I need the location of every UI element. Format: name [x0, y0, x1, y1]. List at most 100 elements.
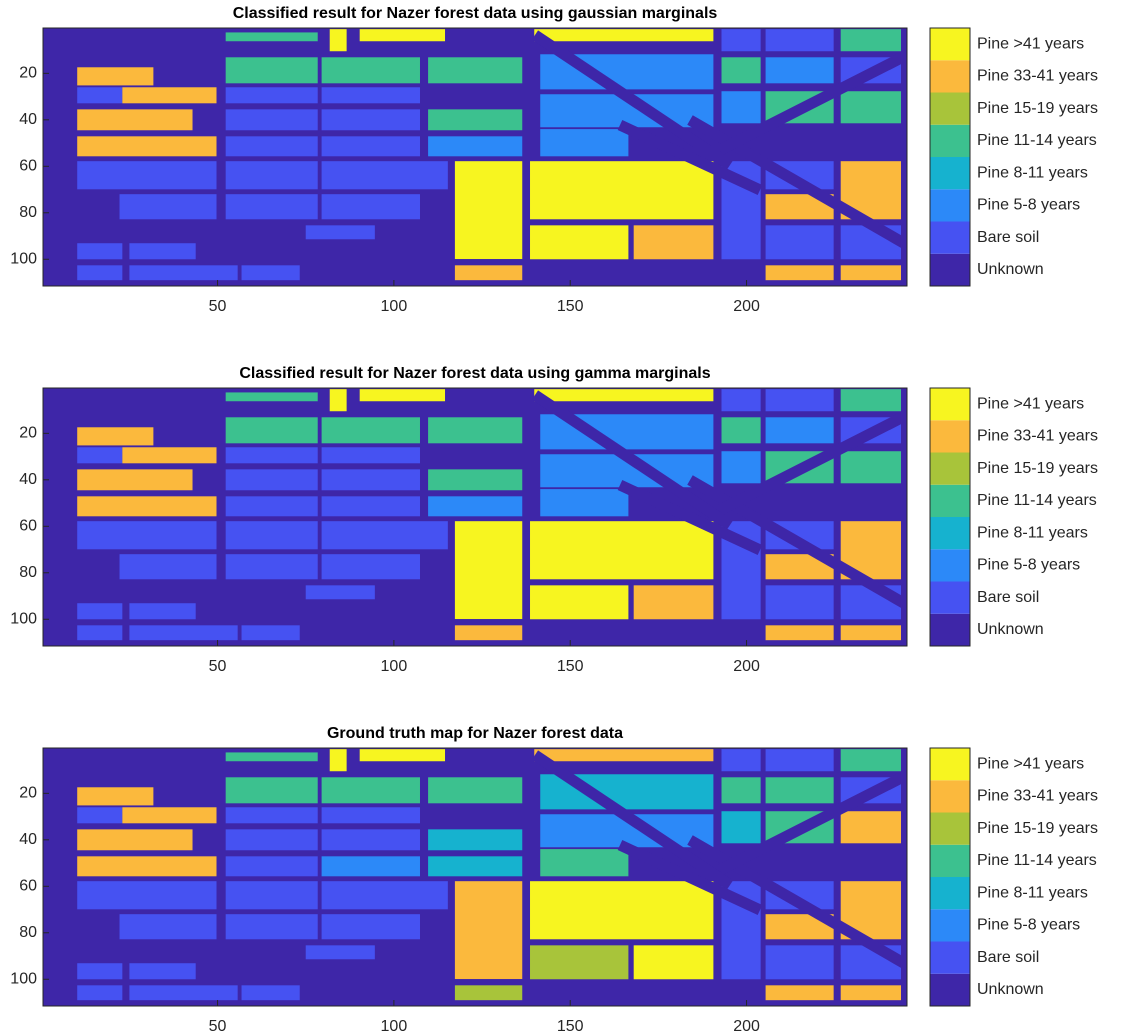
colorbar-segment — [930, 909, 970, 941]
map-region — [77, 469, 192, 490]
colorbar-label: Bare soil — [977, 589, 1039, 606]
map-region — [360, 749, 445, 761]
colorbar-label: Pine 5-8 years — [977, 557, 1080, 574]
colorbar-label: Unknown — [977, 621, 1044, 638]
map-region — [428, 777, 522, 803]
map-region — [226, 856, 318, 876]
y-tick-label: 40 — [19, 831, 37, 848]
plot-area — [43, 748, 907, 1006]
map-region — [722, 57, 761, 83]
colorbar-segment — [930, 28, 970, 60]
x-tick-label: 50 — [209, 298, 227, 315]
colorbar-label: Pine 11-14 years — [977, 132, 1097, 149]
map-region — [129, 963, 195, 979]
map-region — [322, 521, 448, 549]
map-region — [722, 777, 761, 803]
colorbar-segment — [930, 582, 970, 614]
map-region — [77, 829, 192, 850]
map-region — [77, 625, 122, 640]
map-region — [530, 161, 713, 219]
map-region — [530, 881, 713, 939]
map-region — [77, 807, 122, 823]
map-region — [77, 161, 216, 189]
map-region — [226, 521, 318, 549]
map-region — [766, 29, 834, 51]
map-region — [330, 29, 347, 51]
x-tick-label: 200 — [733, 1018, 760, 1035]
map-region — [226, 161, 318, 189]
colorbar-segment — [930, 845, 970, 877]
map-region — [226, 752, 318, 761]
map-region — [530, 225, 628, 259]
map-region — [322, 447, 420, 463]
map-region — [226, 881, 318, 909]
map-region — [129, 603, 195, 619]
map-region — [530, 585, 628, 619]
colorbar-segment — [930, 780, 970, 812]
x-tick-label: 50 — [209, 1018, 227, 1035]
y-tick-label: 80 — [19, 924, 37, 941]
x-tick-label: 100 — [381, 298, 408, 315]
map-region — [322, 87, 420, 103]
map-region — [766, 945, 834, 979]
plot-area — [43, 28, 907, 286]
map-region — [428, 136, 522, 156]
colorbar-segment — [930, 942, 970, 974]
map-region — [77, 521, 216, 549]
colorbar-segment — [930, 517, 970, 549]
map-region — [722, 417, 761, 443]
x-tick-label: 150 — [557, 298, 584, 315]
colorbar-segment — [930, 157, 970, 189]
map-region — [766, 265, 834, 280]
figure: Classified result for Nazer forest data … — [0, 0, 1133, 1036]
colorbar-label: Bare soil — [977, 229, 1039, 246]
map-region — [226, 469, 318, 490]
colorbar-segment — [930, 748, 970, 780]
y-tick-label: 60 — [19, 158, 37, 175]
x-tick-label: 50 — [209, 658, 227, 675]
colorbar-segment — [930, 222, 970, 254]
chart-title: Classified result for Nazer forest data … — [233, 5, 718, 22]
map-region — [722, 749, 761, 771]
y-tick-label: 40 — [19, 111, 37, 128]
colorbar-label: Pine 15-19 years — [977, 820, 1098, 837]
map-region — [77, 265, 122, 280]
map-region — [455, 881, 522, 979]
map-region — [226, 807, 318, 823]
colorbar-segment — [930, 388, 970, 420]
map-region — [122, 807, 216, 823]
colorbar-label: Pine 11-14 years — [977, 852, 1097, 869]
map-region — [841, 811, 901, 843]
colorbar-label: Pine >41 years — [977, 35, 1084, 52]
colorbar-label: Unknown — [977, 261, 1044, 278]
map-region — [226, 32, 318, 41]
colorbar-label: Pine 5-8 years — [977, 917, 1080, 934]
y-tick-label: 100 — [10, 250, 37, 267]
map-region — [322, 194, 420, 219]
y-tick-label: 40 — [19, 471, 37, 488]
map-region — [322, 807, 420, 823]
map-region — [306, 585, 375, 599]
map-region — [428, 417, 522, 443]
map-region — [77, 67, 153, 85]
map-region — [766, 57, 834, 83]
map-region — [841, 451, 901, 483]
map-region — [77, 787, 153, 805]
map-region — [226, 829, 318, 850]
map-region — [77, 856, 216, 876]
colorbar-segment — [930, 453, 970, 485]
map-region — [120, 554, 217, 579]
colorbar-segment — [930, 125, 970, 157]
map-region — [226, 109, 318, 130]
map-region — [428, 57, 522, 83]
colorbar-label: Pine 8-11 years — [977, 524, 1088, 541]
map-region — [77, 87, 122, 103]
map-region — [360, 29, 445, 41]
chart-title: Classified result for Nazer forest data … — [239, 365, 710, 382]
colorbar-segment — [930, 93, 970, 125]
map-region — [120, 914, 217, 939]
map-region — [77, 427, 153, 445]
colorbar-label: Pine 5-8 years — [977, 197, 1080, 214]
map-region — [766, 225, 834, 259]
map-region — [428, 469, 522, 490]
